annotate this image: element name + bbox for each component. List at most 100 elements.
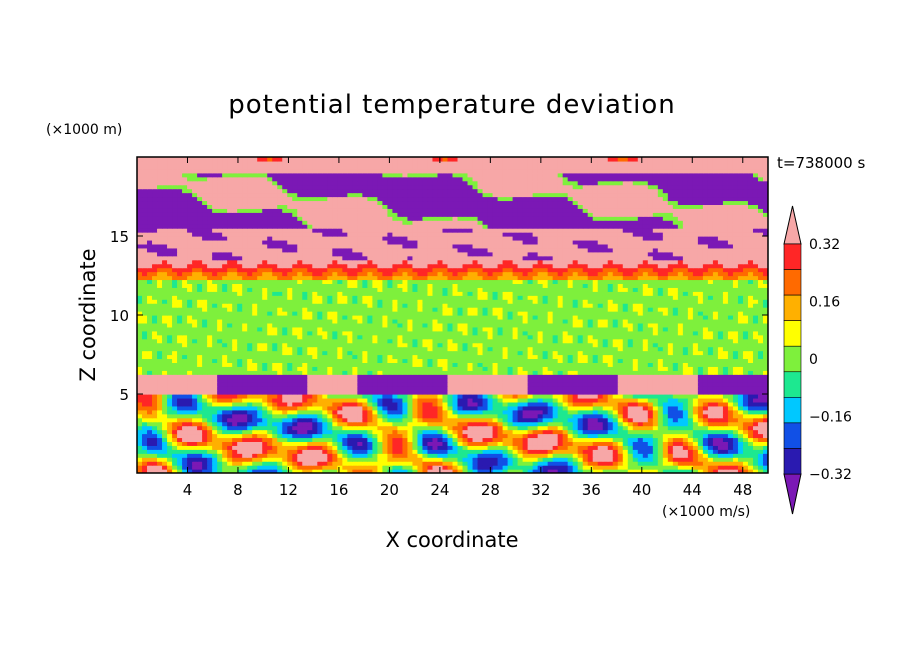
heatmap-cell (632, 397, 639, 403)
heatmap-cell (342, 449, 348, 454)
heatmap-cell (487, 449, 494, 454)
heatmap-cell (737, 378, 744, 383)
heatmap-cell (362, 346, 368, 352)
heatmap-cell (247, 457, 253, 462)
heatmap-cell (632, 326, 639, 332)
heatmap-cell (547, 338, 554, 344)
heatmap-cell (462, 445, 469, 450)
heatmap-cell (402, 405, 409, 411)
heatmap-cell (687, 358, 694, 363)
heatmap-cell (367, 350, 373, 356)
heatmap-cell (762, 370, 768, 375)
heatmap-cell (657, 358, 664, 363)
heatmap-cell (657, 338, 664, 344)
heatmap-cell (502, 449, 509, 454)
heatmap-cell (347, 386, 353, 391)
heatmap-cell (137, 322, 143, 328)
heatmap-cell (272, 397, 278, 403)
heatmap-cell (252, 405, 258, 411)
heatmap-cell (617, 366, 624, 371)
heatmap-cell (707, 350, 714, 356)
heatmap-cell (342, 338, 348, 344)
heatmap-cell (377, 378, 383, 383)
heatmap-cell (302, 334, 308, 340)
heatmap-cell (197, 449, 203, 454)
heatmap-cell (747, 429, 754, 435)
heatmap-cell (657, 374, 664, 379)
heatmap-cell (537, 362, 544, 367)
heatmap-cell (342, 386, 348, 391)
heatmap-cell (197, 469, 203, 473)
heatmap-cell (517, 318, 524, 324)
heatmap-cell (247, 322, 253, 328)
heatmap-cell (397, 461, 404, 466)
heatmap-cell (477, 405, 484, 411)
heatmap-cell (732, 338, 739, 344)
heatmap-cell (672, 461, 679, 466)
heatmap-cell (562, 457, 569, 462)
heatmap-cell (467, 350, 474, 356)
heatmap-cell (492, 421, 499, 427)
heatmap-cell (162, 421, 168, 427)
heatmap-cell (257, 354, 263, 360)
heatmap-cell (717, 441, 724, 446)
heatmap-cell (647, 401, 654, 407)
heatmap-cell (567, 417, 574, 423)
heatmap-cell (462, 433, 469, 439)
heatmap-cell (732, 366, 739, 371)
heatmap-cell (532, 441, 539, 446)
heatmap-cell (172, 437, 178, 442)
heatmap-cell (702, 457, 709, 462)
heatmap-cell (397, 413, 404, 419)
heatmap-cell (507, 453, 514, 458)
heatmap-cell (342, 374, 348, 379)
heatmap-cell (162, 370, 168, 375)
heatmap-cell (377, 445, 383, 450)
heatmap-cell (337, 370, 343, 375)
heatmap-cell (167, 429, 173, 435)
heatmap-cell (737, 433, 744, 439)
heatmap-cell (597, 397, 604, 403)
heatmap-cell (197, 362, 203, 367)
heatmap-cell (322, 469, 328, 473)
heatmap-cell (692, 350, 699, 356)
heatmap-cell (492, 461, 499, 466)
heatmap-cell (617, 342, 624, 348)
heatmap-cell (492, 354, 499, 360)
heatmap-cell (752, 378, 759, 383)
heatmap-cell (577, 338, 584, 344)
heatmap-cell (557, 457, 564, 462)
heatmap-cell (707, 445, 714, 450)
heatmap-cell (362, 405, 368, 411)
heatmap-cell (262, 401, 268, 407)
heatmap-cell (202, 413, 208, 419)
heatmap-cell (427, 405, 434, 411)
heatmap-cell (632, 437, 639, 442)
heatmap-cell (412, 437, 419, 442)
heatmap-cell (182, 461, 188, 466)
heatmap-cell (732, 370, 739, 375)
heatmap-cell (192, 445, 198, 450)
heatmap-cell (152, 405, 158, 411)
heatmap-cell (177, 378, 183, 383)
heatmap-cell (302, 390, 308, 395)
heatmap-cell (532, 330, 539, 336)
heatmap-cell (467, 401, 474, 407)
heatmap-cell (347, 433, 353, 439)
heatmap-cell (537, 326, 544, 332)
heatmap-cell (592, 382, 599, 387)
heatmap-cell (667, 374, 674, 379)
heatmap-cell (437, 358, 444, 363)
heatmap-cell (712, 405, 719, 411)
heatmap-cell (337, 417, 343, 423)
heatmap-cell (492, 413, 499, 419)
heatmap-cell (207, 449, 213, 454)
heatmap-cell (667, 417, 674, 423)
heatmap-cell (527, 433, 534, 439)
heatmap-cell (387, 338, 394, 344)
heatmap-cell (507, 401, 514, 407)
heatmap-cell (342, 425, 348, 431)
heatmap-cell (432, 362, 439, 367)
heatmap-cell (217, 334, 223, 340)
heatmap-cell (232, 469, 238, 473)
